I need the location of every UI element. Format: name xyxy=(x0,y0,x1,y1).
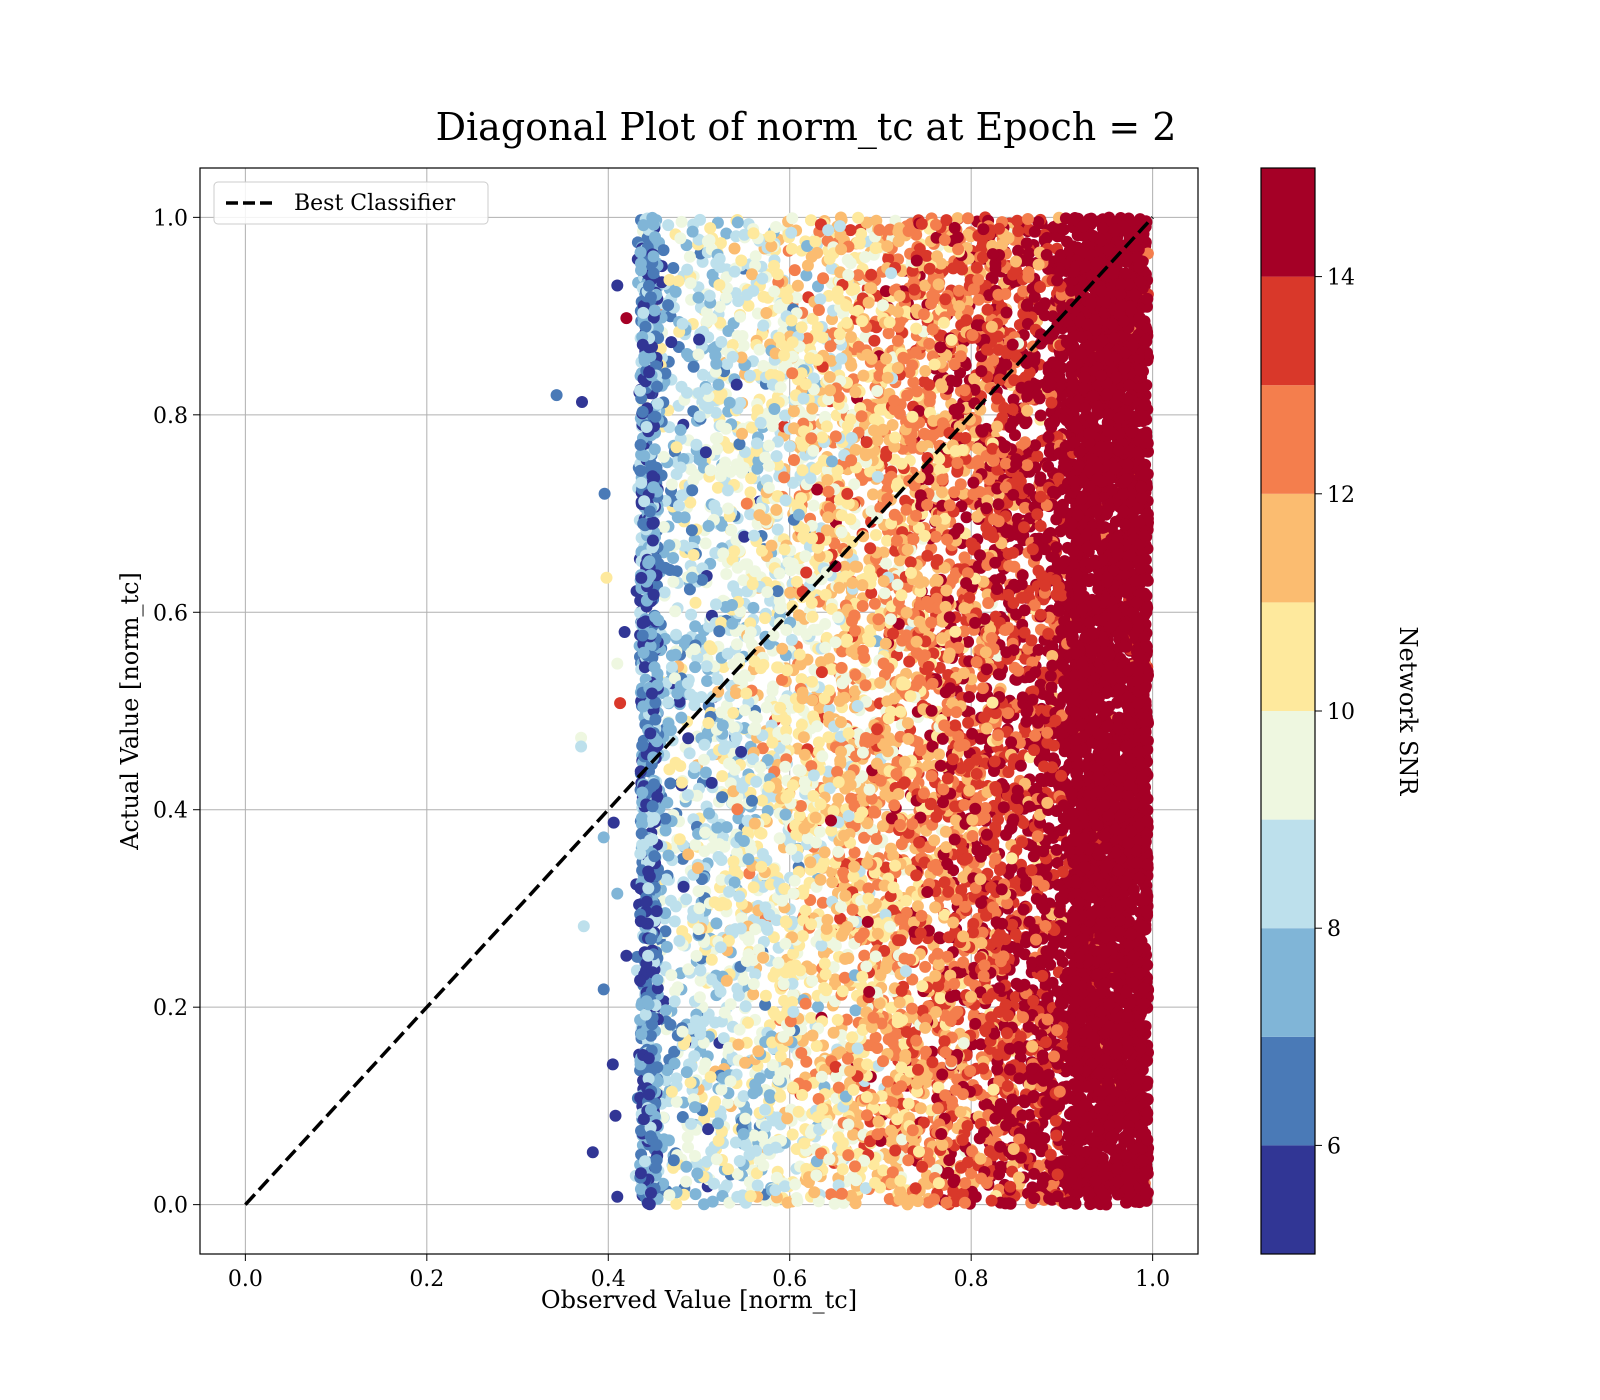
scatter-point xyxy=(805,596,818,609)
scatter-point xyxy=(711,481,724,494)
scatter-point xyxy=(882,327,895,340)
scatter-point xyxy=(773,832,786,845)
scatter-point xyxy=(965,1167,978,1180)
scatter-point xyxy=(760,701,773,714)
scatter-point xyxy=(864,635,877,648)
scatter-point xyxy=(669,605,682,618)
scatter-point xyxy=(902,1097,915,1110)
scatter-point xyxy=(730,378,743,391)
scatter-point xyxy=(791,279,804,292)
scatter-point xyxy=(680,893,693,906)
scatter-point xyxy=(919,960,932,973)
scatter-point xyxy=(681,263,694,276)
scatter-point xyxy=(856,600,869,612)
scatter-point xyxy=(690,949,703,962)
scatter-point xyxy=(675,711,688,724)
scatter-point xyxy=(689,1188,702,1201)
scatter-point xyxy=(929,901,942,914)
scatter-point xyxy=(715,1083,728,1096)
scatter-point xyxy=(720,422,732,435)
scatter-point xyxy=(1014,759,1027,772)
scatter-point xyxy=(720,227,733,240)
scatter-point xyxy=(1027,995,1040,1007)
scatter-point xyxy=(806,974,819,987)
scatter-point xyxy=(788,874,801,887)
scatter-point xyxy=(730,638,743,651)
scatter-point xyxy=(831,1013,844,1026)
scatter-point xyxy=(882,252,895,265)
scatter-point xyxy=(682,963,695,976)
scatter-point xyxy=(685,608,698,621)
scatter-point xyxy=(669,900,682,913)
scatter-point xyxy=(720,1179,733,1192)
scatter-point xyxy=(865,282,878,295)
scatter-point xyxy=(838,971,851,984)
scatter-point xyxy=(960,511,973,524)
scatter-point xyxy=(825,1188,837,1201)
chart-title: Diagonal Plot of norm_tc at Epoch = 2 xyxy=(436,105,1177,150)
scatter-point xyxy=(962,716,975,729)
scatter-point xyxy=(867,488,879,501)
scatter-point xyxy=(1036,1049,1049,1062)
scatter-point xyxy=(667,262,680,274)
scatter-point xyxy=(744,369,756,382)
scatter-point xyxy=(868,334,881,347)
scatter-point xyxy=(689,620,702,633)
scatter-point xyxy=(731,216,744,229)
scatter-point xyxy=(812,1000,824,1013)
scatter-point xyxy=(693,991,706,1004)
scatter-point xyxy=(701,675,714,687)
scatter-point xyxy=(728,242,741,255)
scatter-point xyxy=(978,711,991,724)
scatter-point xyxy=(818,981,831,994)
scatter-point xyxy=(1032,643,1045,656)
scatter-point xyxy=(670,1197,683,1210)
scatter-point xyxy=(717,661,730,673)
scatter-point xyxy=(705,953,718,966)
scatter-point xyxy=(680,1175,693,1188)
scatter-point xyxy=(906,973,919,986)
scatter-point xyxy=(805,1011,818,1024)
scatter-point xyxy=(699,537,712,550)
scatter-point xyxy=(660,940,673,953)
scatter-point xyxy=(805,963,818,976)
scatter-point xyxy=(721,1096,734,1109)
scatter-point xyxy=(683,747,696,760)
scatter-point xyxy=(899,965,912,978)
scatter-point xyxy=(1034,520,1047,532)
scatter-point xyxy=(667,552,680,564)
scatter-point xyxy=(925,770,938,783)
scatter-points xyxy=(550,211,1155,1211)
